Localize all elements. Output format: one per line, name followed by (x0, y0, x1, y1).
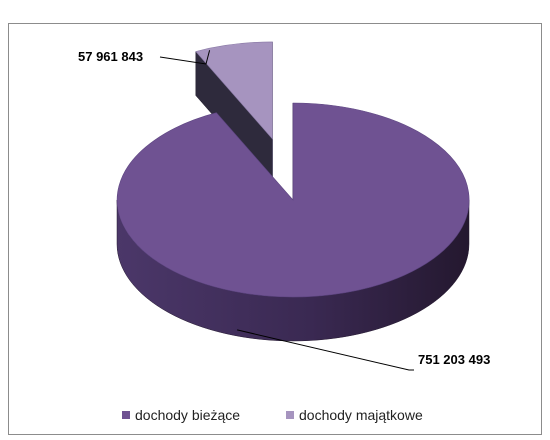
leader-line-dochody-biezace (236, 329, 414, 371)
data-label-dochody-majatkowe: 57 961 843 (78, 49, 143, 64)
data-label-dochody-biezace: 751 203 493 (418, 352, 490, 367)
legend-swatch-dochody-biezace (122, 411, 130, 419)
legend-swatch-dochody-majatkowe (286, 411, 294, 419)
legend-label-dochody-majatkowe: dochody majątkowe (299, 407, 423, 423)
legend-label-dochody-biezace: dochody bieżące (135, 407, 240, 423)
pie-slice-dochody-biezace (116, 102, 470, 298)
pie-slice-dochody-majatkowe (195, 41, 273, 140)
leader-line-dochody-majatkowe (159, 50, 211, 65)
legend: dochody bieżące dochody majątkowe (122, 407, 423, 423)
